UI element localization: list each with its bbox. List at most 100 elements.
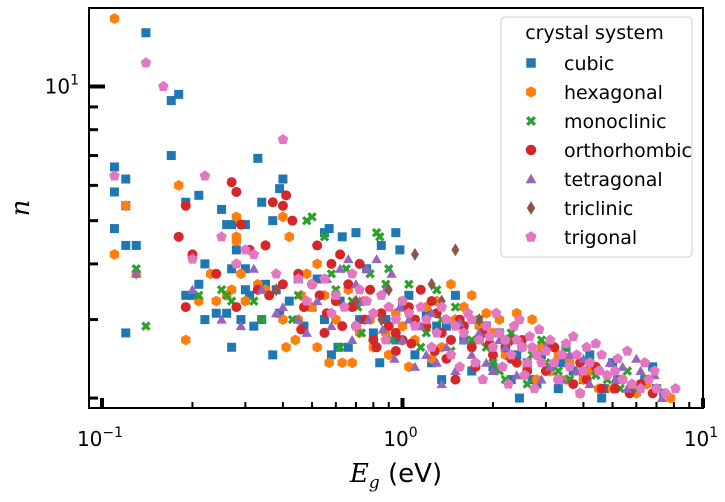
tetragonal-point — [256, 284, 267, 294]
trigonal-point — [617, 374, 628, 385]
cubic-point — [381, 315, 391, 325]
legend-label-hexagonal: hexagonal — [564, 82, 663, 104]
trigonal-point — [490, 307, 502, 318]
hexagonal-point — [347, 357, 357, 369]
x-tick-label-base: 10 — [77, 427, 102, 451]
cubic-point — [166, 151, 176, 161]
tetragonal-point — [487, 366, 499, 376]
cubic-point — [109, 224, 119, 234]
trigonal-point — [484, 330, 495, 341]
trigonal-point — [199, 170, 211, 181]
orthorhombic-point — [406, 338, 417, 349]
orthorhombic-point — [450, 374, 461, 385]
hexagonal-point — [337, 357, 347, 369]
trigonal-point — [270, 268, 282, 279]
cubic-point — [326, 350, 336, 360]
legend-marker-tetragonal — [525, 173, 537, 184]
tetragonal-point — [481, 357, 492, 367]
orthorhombic-point — [260, 240, 271, 251]
tetragonal-point — [474, 327, 485, 337]
orthorhombic-point — [335, 249, 346, 260]
hexagonal-point — [527, 314, 537, 325]
tetragonal-point — [656, 393, 668, 403]
trigonal-point — [450, 320, 461, 331]
monoclinic-point-stroke — [467, 335, 477, 345]
trigonal-point — [301, 295, 313, 306]
y-axis-label: n — [6, 200, 36, 217]
hexagonal-point — [481, 307, 491, 319]
trigonal-point — [480, 320, 492, 331]
cubic-point — [376, 240, 386, 250]
trigonal-point — [277, 134, 289, 145]
cubic-point — [131, 240, 141, 250]
x-tick-label-exp: −1 — [102, 425, 123, 441]
tetragonal-point — [436, 379, 447, 389]
cubic-point — [231, 245, 241, 255]
orthorhombic-point — [264, 290, 275, 301]
cubic-point — [109, 162, 119, 172]
monoclinic-point-stroke — [319, 232, 330, 242]
trigonal-point — [473, 334, 485, 345]
monoclinic-point-stroke — [416, 342, 426, 353]
orthorhombic-point — [326, 258, 337, 269]
hexagonal-point — [121, 200, 131, 212]
trigonal-point — [390, 313, 402, 325]
hexagonal-point — [236, 268, 246, 280]
hexagonal-point — [211, 295, 221, 307]
monoclinic-point — [335, 342, 345, 353]
orthorhombic-point — [445, 334, 456, 345]
hexagonal-point — [324, 357, 334, 369]
legend-marker-monoclinic — [526, 116, 536, 126]
orthorhombic-point — [390, 346, 401, 357]
monoclinic-point-stroke — [307, 212, 317, 222]
triclinic-point — [272, 283, 281, 297]
cubic-point — [166, 96, 176, 106]
orthorhombic-point — [549, 342, 560, 353]
cubic-point — [319, 228, 329, 238]
trigonal-point — [660, 387, 671, 398]
hexagonal-point — [231, 211, 242, 223]
trigonal-point — [436, 301, 447, 312]
tetragonal-point — [458, 334, 470, 344]
cubic-point — [368, 328, 378, 338]
trigonal-point — [292, 273, 304, 284]
legend-marker-hexagonal — [526, 86, 536, 98]
trigonal-point — [248, 248, 260, 259]
trigonal-point — [590, 337, 602, 349]
tetragonal-point — [500, 342, 511, 352]
legend-marker-trigonal — [525, 231, 537, 242]
cubic-point — [343, 342, 353, 352]
hexagonal-point — [174, 179, 184, 191]
hexagonal-point — [312, 341, 322, 353]
legend-label-cubic: cubic — [564, 53, 614, 75]
cubic-point — [227, 342, 237, 352]
monoclinic-point — [307, 212, 317, 222]
orthorhombic-point — [296, 324, 307, 335]
monoclinic-point — [326, 269, 337, 279]
trigonal-point — [639, 357, 651, 368]
cubic-point — [200, 259, 210, 269]
trigonal-point — [505, 349, 517, 360]
tetragonal-point — [235, 321, 247, 331]
trigonal-point — [338, 301, 350, 312]
hexagonal-point — [312, 258, 322, 270]
monoclinic-point — [432, 285, 442, 295]
trigonal-point — [511, 334, 523, 345]
orthorhombic-point — [231, 186, 242, 197]
cubic-point — [324, 224, 334, 234]
cubic-point — [121, 328, 131, 338]
tetragonal-point — [326, 321, 337, 331]
trigonal-point — [626, 378, 638, 389]
x-axis-label-unit: (eV) — [380, 459, 442, 489]
cubic-point — [174, 89, 184, 99]
orthorhombic-point — [568, 379, 579, 390]
monoclinic-point-stroke — [404, 279, 414, 290]
cubic-point — [553, 384, 563, 394]
tetragonal-point — [631, 353, 642, 363]
y-tick-label: 101 — [45, 72, 79, 98]
monoclinic-point — [488, 358, 498, 368]
trigonal-point — [458, 327, 470, 338]
monoclinic-point-stroke — [450, 302, 461, 312]
trigonal-point — [578, 365, 589, 376]
